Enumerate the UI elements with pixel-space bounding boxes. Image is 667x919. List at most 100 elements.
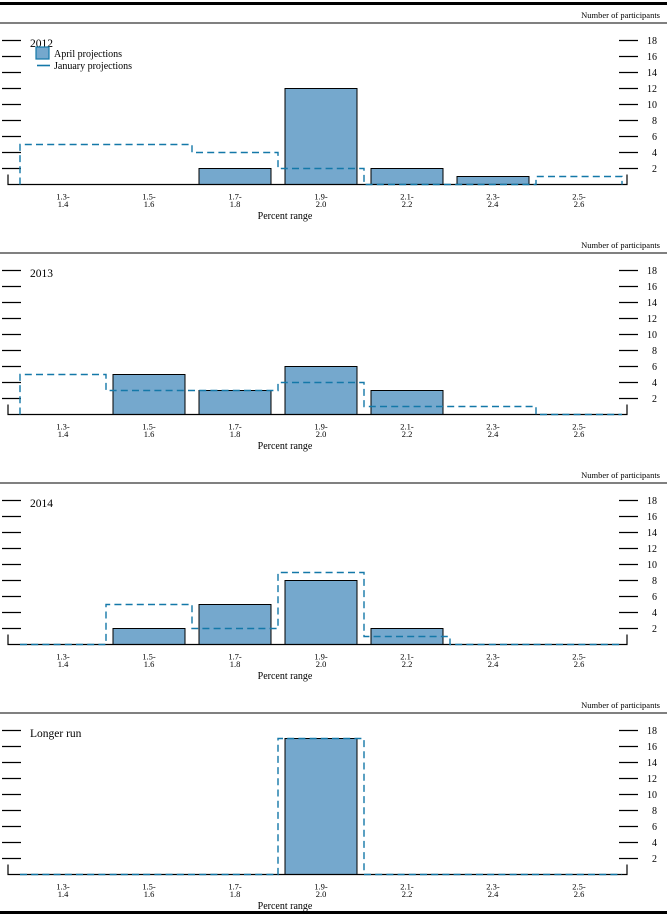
y-tick-label: 4 bbox=[652, 838, 657, 849]
x-category-label: 2.2 bbox=[402, 889, 413, 899]
x-category-label: 2.6 bbox=[574, 659, 585, 669]
x-category-label: 1.7- bbox=[228, 882, 242, 892]
x-category-label: 1.9- bbox=[314, 422, 328, 432]
x-category-label: 2.2 bbox=[402, 199, 413, 209]
panel-title: Longer run bbox=[30, 728, 82, 740]
participants-axis-title: Number of participants bbox=[581, 10, 660, 20]
x-category-label: 1.7- bbox=[228, 652, 242, 662]
legend-april-label: April projections bbox=[54, 49, 122, 60]
y-tick-label: 10 bbox=[647, 330, 657, 341]
panel-chart: Number of participants 2 4 6 8 10 12 14 16 18 1.3-… bbox=[0, 470, 667, 682]
x-category-label: 2.1- bbox=[400, 192, 414, 202]
y-tick-label: 2 bbox=[652, 854, 657, 865]
april-bar bbox=[112, 628, 186, 645]
participants-axis-title: Number of participants bbox=[581, 240, 660, 250]
y-tick-label: 18 bbox=[647, 496, 657, 507]
y-tick-label: 16 bbox=[647, 52, 657, 63]
x-category-label: 2.4 bbox=[488, 199, 499, 209]
x-category-label: 1.4 bbox=[58, 659, 69, 669]
x-category-label: 2.0 bbox=[316, 889, 327, 899]
participants-axis-title: Number of participants bbox=[581, 470, 660, 480]
y-tick-label: 6 bbox=[652, 592, 657, 603]
panel-chart: Number of participants 2 4 6 8 10 12 14 16 18 1.3-… bbox=[0, 240, 667, 452]
x-category-label: 1.8 bbox=[230, 429, 241, 439]
x-category-label: 2.1- bbox=[400, 652, 414, 662]
projection-panel: Number of participants 2 4 6 8 10 12 14 16 18 1.3-… bbox=[0, 0, 667, 230]
april-bar bbox=[370, 168, 444, 185]
january-step-line bbox=[19, 143, 623, 186]
y-tick-label: 14 bbox=[647, 758, 657, 769]
x-category-label: 2.0 bbox=[316, 429, 327, 439]
y-tick-label: 8 bbox=[652, 576, 657, 587]
x-category-label: 2.4 bbox=[488, 659, 499, 669]
x-category-label: 2.0 bbox=[316, 199, 327, 209]
x-category-label: 1.3- bbox=[56, 652, 70, 662]
april-bar bbox=[112, 374, 186, 415]
april-bar bbox=[284, 580, 358, 645]
y-tick-label: 4 bbox=[652, 148, 657, 159]
april-bar bbox=[370, 390, 444, 415]
y-tick-label: 16 bbox=[647, 742, 657, 753]
x-category-label: 1.3- bbox=[56, 192, 70, 202]
x-category-label: 2.2 bbox=[402, 429, 413, 439]
y-tick-label: 16 bbox=[647, 512, 657, 523]
x-category-label: 1.8 bbox=[230, 659, 241, 669]
april-bar bbox=[284, 738, 358, 875]
y-tick-label: 18 bbox=[647, 266, 657, 277]
x-axis-title: Percent range bbox=[258, 901, 313, 912]
panel-title: 2014 bbox=[30, 498, 53, 510]
x-category-label: 1.9- bbox=[314, 652, 328, 662]
legend-april-swatch bbox=[35, 46, 50, 60]
y-tick-label: 6 bbox=[652, 362, 657, 373]
y-tick-label: 6 bbox=[652, 132, 657, 143]
april-bar bbox=[456, 176, 530, 185]
april-bar bbox=[198, 168, 272, 185]
y-tick-label: 18 bbox=[647, 36, 657, 47]
x-category-label: 1.6 bbox=[144, 429, 155, 439]
y-tick-label: 2 bbox=[652, 164, 657, 175]
x-category-label: 2.1- bbox=[400, 882, 414, 892]
x-axis-title: Percent range bbox=[258, 671, 313, 682]
april-bar bbox=[284, 366, 358, 415]
y-tick-label: 12 bbox=[647, 544, 657, 555]
y-tick-label: 4 bbox=[652, 378, 657, 389]
projection-panel: Number of participants 2 4 6 8 10 12 14 16 18 1.3-… bbox=[0, 690, 667, 919]
x-axis-title: Percent range bbox=[258, 211, 313, 222]
x-category-label: 2.5- bbox=[572, 652, 586, 662]
x-category-label: 1.4 bbox=[58, 429, 69, 439]
x-category-label: 2.6 bbox=[574, 199, 585, 209]
x-category-label: 2.5- bbox=[572, 422, 586, 432]
panel-chart: Number of participants 2 4 6 8 10 12 14 16 18 1.3-… bbox=[0, 700, 667, 912]
x-axis bbox=[7, 634, 628, 646]
y-tick-label: 10 bbox=[647, 100, 657, 111]
x-category-label: 1.6 bbox=[144, 889, 155, 899]
x-axis-title: Percent range bbox=[258, 441, 313, 452]
y-tick-label: 10 bbox=[647, 790, 657, 801]
x-category-label: 2.3- bbox=[486, 652, 500, 662]
x-category-label: 1.7- bbox=[228, 192, 242, 202]
x-category-label: 2.3- bbox=[486, 192, 500, 202]
page-bottom-rule bbox=[0, 911, 667, 914]
y-tick-label: 8 bbox=[652, 346, 657, 357]
x-category-label: 1.5- bbox=[142, 192, 156, 202]
x-category-label: 1.5- bbox=[142, 882, 156, 892]
x-category-label: 2.4 bbox=[488, 889, 499, 899]
x-category-label: 2.2 bbox=[402, 659, 413, 669]
x-category-label: 2.0 bbox=[316, 659, 327, 669]
x-category-label: 1.8 bbox=[230, 199, 241, 209]
y-tick-label: 8 bbox=[652, 116, 657, 127]
x-category-label: 2.4 bbox=[488, 429, 499, 439]
january-step-line bbox=[20, 571, 622, 646]
x-axis bbox=[7, 404, 628, 416]
y-tick-label: 18 bbox=[647, 726, 657, 737]
y-tick-label: 10 bbox=[647, 560, 657, 571]
april-bar bbox=[198, 604, 272, 645]
y-tick-label: 14 bbox=[647, 528, 657, 539]
april-bar bbox=[284, 88, 358, 185]
x-category-label: 2.6 bbox=[574, 429, 585, 439]
x-category-label: 1.9- bbox=[314, 882, 328, 892]
y-tick-label: 2 bbox=[652, 624, 657, 635]
y-tick-label: 12 bbox=[647, 84, 657, 95]
page-top-rule bbox=[0, 2, 667, 5]
